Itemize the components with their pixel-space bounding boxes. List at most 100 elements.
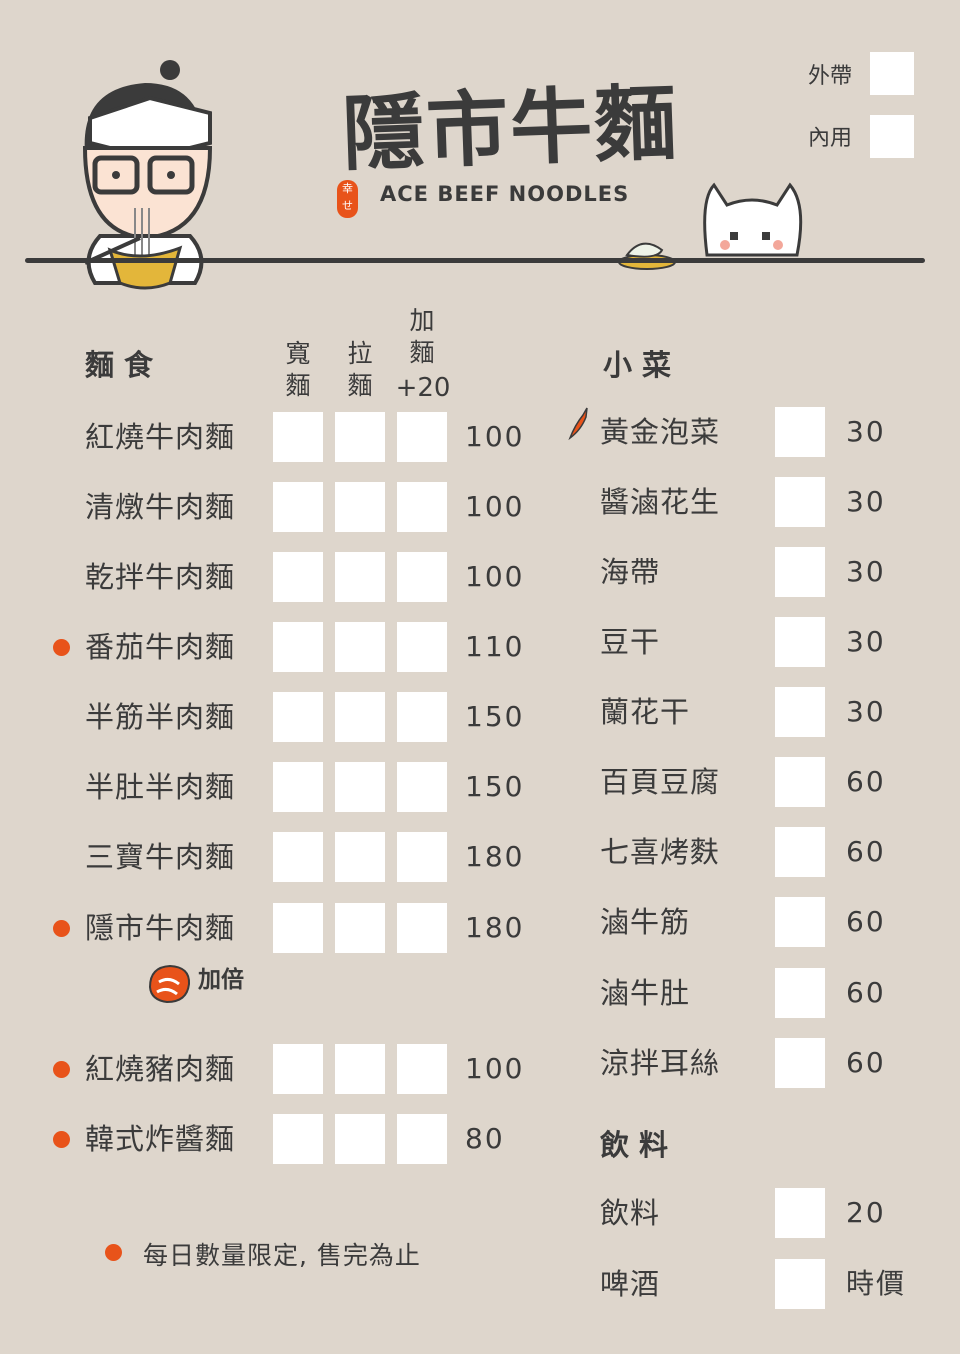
side-item-checkbox[interactable] [775,617,825,667]
col-pulled-noodle: 拉麵 [347,339,373,400]
noodle-item-name: 韓式炸醬麵 [85,1122,236,1156]
new-item-dot [53,1061,70,1078]
side-item-name: 百頁豆腐 [600,765,721,799]
restaurant-subtitle: ACE BEEF NOODLES [380,182,630,206]
wide-noodle-checkbox[interactable] [273,903,323,953]
side-item-checkbox[interactable] [775,968,825,1018]
extra-noodle-checkbox[interactable] [397,552,447,602]
side-item-name: 滷牛筋 [600,905,691,939]
takeout-checkbox[interactable] [870,52,914,95]
drinks-heading: 飲料 [600,1128,679,1162]
col-extra-noodle: 加麵 [409,306,435,367]
col-extra-price: +20 [395,373,451,403]
extra-noodle-checkbox[interactable] [397,762,447,812]
side-item-name: 涼拌耳絲 [600,1046,721,1080]
side-item-price: 30 [846,625,886,658]
wide-noodle-checkbox[interactable] [273,832,323,882]
side-item-checkbox[interactable] [775,477,825,527]
noodle-item-price: 180 [465,911,525,944]
dine-in-label: 內用 [808,126,853,151]
noodle-item-name: 半筋半肉麵 [85,700,236,734]
side-item-name: 海帶 [600,555,661,589]
side-item-checkbox[interactable] [775,897,825,947]
pulled-noodle-checkbox[interactable] [335,622,385,672]
noodle-item-name: 三寶牛肉麵 [85,840,236,874]
takeout-label: 外帶 [808,64,853,89]
wide-noodle-checkbox[interactable] [273,762,323,812]
noodle-item-name: 半肚半肉麵 [85,770,236,804]
dine-in-checkbox[interactable] [870,115,914,158]
side-item-price: 60 [846,1046,886,1079]
side-item-price: 30 [846,485,886,518]
side-item-checkbox[interactable] [775,757,825,807]
extra-noodle-checkbox[interactable] [397,832,447,882]
noodle-item-price: 110 [465,630,525,663]
side-item-name: 黃金泡菜 [600,415,721,449]
cat-illustration [618,182,803,270]
wide-noodle-checkbox[interactable] [273,1114,323,1164]
restaurant-title: 隱市牛麵 [340,76,680,183]
noodle-item-price: 100 [465,1052,525,1085]
sides-heading: 小菜 [603,348,682,382]
noodle-item-name: 紅燒豬肉麵 [85,1052,236,1086]
col-wide-noodle: 寬麵 [285,339,311,400]
pulled-noodle-checkbox[interactable] [335,412,385,462]
extra-noodle-checkbox[interactable] [397,1044,447,1094]
side-item-name: 滷牛肚 [600,976,691,1010]
side-item-checkbox[interactable] [775,827,825,877]
drink-item-price: 時價 [846,1267,907,1300]
drink-item-checkbox[interactable] [775,1259,825,1309]
pulled-noodle-checkbox[interactable] [335,552,385,602]
drink-item-name: 啤酒 [600,1267,661,1301]
extra-noodle-checkbox[interactable] [397,412,447,462]
extra-noodle-checkbox[interactable] [397,622,447,672]
noodle-item-price: 100 [465,420,525,453]
drink-item-price: 20 [846,1196,886,1229]
wide-noodle-checkbox[interactable] [273,552,323,602]
pulled-noodle-checkbox[interactable] [335,903,385,953]
drink-item-name: 飲料 [600,1196,661,1230]
pulled-noodle-checkbox[interactable] [335,482,385,532]
pulled-noodle-checkbox[interactable] [335,762,385,812]
side-item-price: 60 [846,976,886,1009]
limited-dot [105,1244,122,1261]
pulled-noodle-checkbox[interactable] [335,832,385,882]
noodle-item-name: 紅燒牛肉麵 [85,420,236,454]
drink-item-checkbox[interactable] [775,1188,825,1238]
side-item-checkbox[interactable] [775,547,825,597]
noodle-item-name: 乾拌牛肉麵 [85,560,236,594]
pulled-noodle-checkbox[interactable] [335,692,385,742]
side-item-price: 30 [846,415,886,448]
noodles-heading: 麵食 [85,348,164,382]
extra-noodle-checkbox[interactable] [397,482,447,532]
side-item-name: 七喜烤麩 [600,835,721,869]
new-item-dot [53,1131,70,1148]
extra-noodle-checkbox[interactable] [397,692,447,742]
wide-noodle-checkbox[interactable] [273,622,323,672]
wide-noodle-checkbox[interactable] [273,412,323,462]
chili-icon [568,407,588,441]
new-item-dot [53,920,70,937]
pulled-noodle-checkbox[interactable] [335,1044,385,1094]
side-item-name: 醬滷花生 [600,485,721,519]
new-item-dot [53,639,70,656]
side-item-checkbox[interactable] [775,407,825,457]
noodle-item-price: 150 [465,700,525,733]
pulled-noodle-checkbox[interactable] [335,1114,385,1164]
wide-noodle-checkbox[interactable] [273,692,323,742]
wide-noodle-checkbox[interactable] [273,482,323,532]
seal-logo: 幸せ [337,180,358,218]
extra-noodle-checkbox[interactable] [397,1114,447,1164]
noodle-item-price: 100 [465,490,525,523]
noodle-item-name: 清燉牛肉麵 [85,490,236,524]
noodle-item-name: 番茄牛肉麵 [85,630,236,664]
double-meat-label: 加倍 [198,967,244,993]
side-item-checkbox[interactable] [775,687,825,737]
extra-noodle-checkbox[interactable] [397,903,447,953]
noodle-item-price: 180 [465,840,525,873]
meat-icon [148,964,191,1004]
noodle-item-price: 80 [465,1122,505,1155]
wide-noodle-checkbox[interactable] [273,1044,323,1094]
side-item-checkbox[interactable] [775,1038,825,1088]
